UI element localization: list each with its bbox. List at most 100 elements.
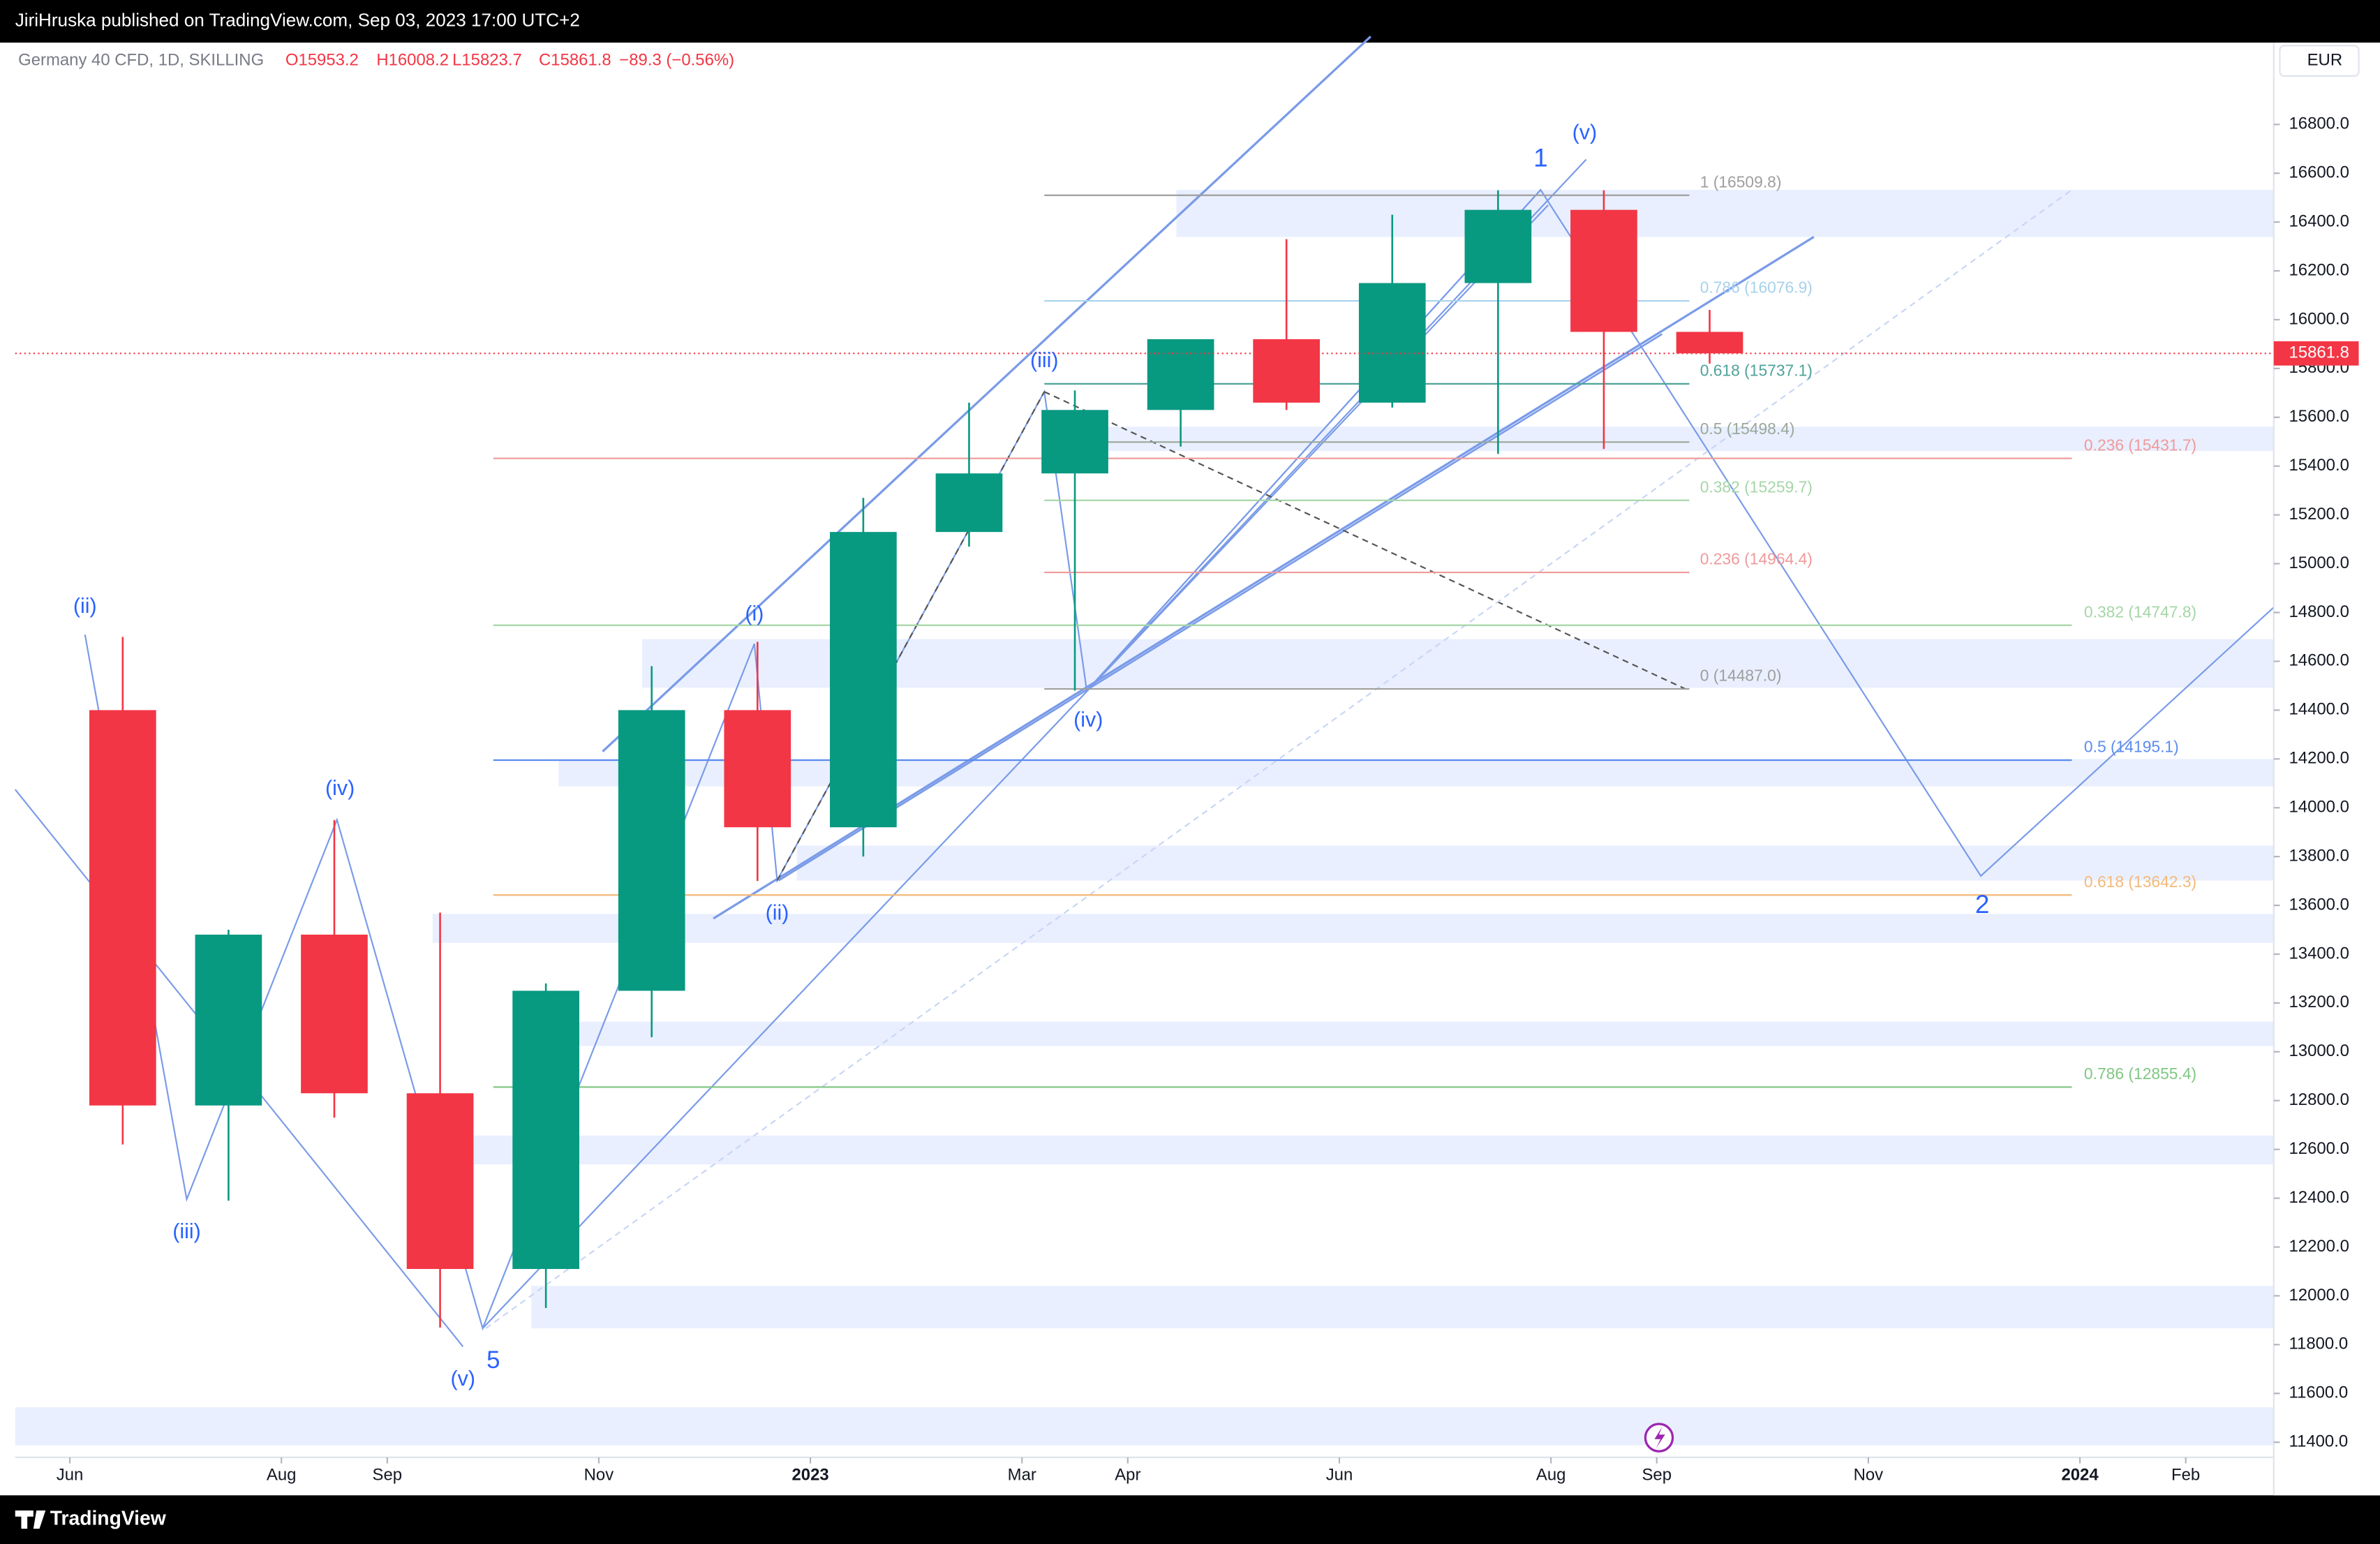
y-tick-label: 12200.0 bbox=[2289, 1237, 2349, 1256]
wave-label: (iv) bbox=[1073, 708, 1103, 732]
y-tick-label: 12000.0 bbox=[2289, 1286, 2349, 1305]
fib-label: 0.5 (14195.1) bbox=[2084, 738, 2179, 756]
zone bbox=[432, 914, 2274, 943]
fib-label: 0.5 (15498.4) bbox=[1700, 420, 1795, 438]
y-tick-label: 15400.0 bbox=[2289, 456, 2349, 475]
y-tick-label: 13400.0 bbox=[2289, 944, 2349, 963]
candle-body bbox=[1570, 209, 1637, 332]
channel-line bbox=[713, 236, 1815, 920]
ohlc-value: H16008.2 bbox=[376, 50, 449, 69]
dashed-line bbox=[485, 189, 2073, 1329]
x-tick-label: 2024 bbox=[2061, 1465, 2099, 1484]
zone bbox=[1176, 189, 2274, 237]
ohlc-header: O15953.2 H16008.2 L15823.7 C15861.8 −89.3 (−… bbox=[285, 50, 734, 69]
x-tick-label: Nov bbox=[584, 1465, 614, 1484]
x-tick-label: 2023 bbox=[792, 1465, 829, 1484]
x-tick-label: Aug bbox=[1536, 1465, 1566, 1484]
candle-body bbox=[1676, 332, 1743, 354]
y-tick-label: 12800.0 bbox=[2289, 1090, 2349, 1109]
zone bbox=[15, 1407, 2274, 1446]
x-tick-label: Apr bbox=[1115, 1465, 1140, 1484]
last-price-label: 15861.8 bbox=[2289, 343, 2349, 362]
zone bbox=[1108, 426, 2274, 452]
y-tick-label: 15600.0 bbox=[2289, 407, 2349, 426]
chart-area bbox=[0, 43, 2380, 1496]
x-tick-label: Sep bbox=[373, 1465, 403, 1484]
y-tick-label: 14800.0 bbox=[2289, 602, 2349, 621]
wave-label: (v) bbox=[451, 1367, 476, 1390]
currency: EUR bbox=[2307, 50, 2342, 69]
drawings bbox=[14, 36, 2275, 1347]
y-tick-label: 16400.0 bbox=[2289, 211, 2349, 230]
candle-body bbox=[1464, 209, 1532, 283]
y-tick-label: 14600.0 bbox=[2289, 651, 2349, 670]
candle-body bbox=[301, 935, 368, 1094]
zone bbox=[569, 1021, 2274, 1046]
x-tick-label: Feb bbox=[2171, 1465, 2200, 1484]
instrument-title: Germany 40 CFD, 1D, SKILLING bbox=[18, 50, 264, 69]
wave-label: (iii) bbox=[172, 1219, 201, 1243]
zone bbox=[531, 1286, 2274, 1329]
x-tick-label: Jun bbox=[1326, 1465, 1353, 1484]
candle-body bbox=[1041, 410, 1108, 474]
fib-label: 0.382 (15259.7) bbox=[1700, 477, 1813, 496]
y-tick-label: 14000.0 bbox=[2289, 798, 2349, 817]
fib-label: 0 (14487.0) bbox=[1700, 667, 1782, 685]
y-tick-label: 11400.0 bbox=[2289, 1432, 2349, 1451]
fib-label: 0.236 (14964.4) bbox=[1700, 550, 1813, 568]
candle-body bbox=[89, 710, 156, 1106]
plot: 0.236 (15431.7) 0.382 (14747.8) 0.5 (14195… bbox=[15, 121, 2274, 1390]
x-tick-label: Nov bbox=[1854, 1465, 1884, 1484]
ohlc-value: C15861.8 bbox=[539, 50, 611, 69]
x-tick-label: Aug bbox=[267, 1465, 297, 1484]
wave-label: (ii) bbox=[73, 594, 97, 618]
x-tick-label: Jun bbox=[57, 1465, 84, 1484]
candle-body bbox=[512, 990, 579, 1269]
fib-label: 0.786 (12855.4) bbox=[2084, 1064, 2196, 1083]
fib-label: 0.236 (15431.7) bbox=[2084, 436, 2196, 454]
x-tick-label: Mar bbox=[1008, 1465, 1036, 1484]
candle-body bbox=[618, 710, 685, 991]
y-tick-label: 16200.0 bbox=[2289, 260, 2349, 279]
y-tick-label: 12400.0 bbox=[2289, 1188, 2349, 1207]
y-tick-label: 11800.0 bbox=[2289, 1335, 2349, 1353]
wave-label: (ii) bbox=[766, 900, 789, 924]
candle-body bbox=[406, 1093, 474, 1269]
currency-box bbox=[2279, 45, 2360, 77]
candle-body bbox=[830, 532, 897, 828]
ohlc-value: L15823.7 bbox=[452, 50, 522, 69]
candle-body bbox=[1358, 283, 1426, 403]
candle-body bbox=[935, 473, 1003, 533]
wave-label: 1 bbox=[1533, 143, 1548, 172]
y-tick-label: 13000.0 bbox=[2289, 1041, 2349, 1060]
wave-label: (v) bbox=[1572, 121, 1598, 144]
channel-line bbox=[778, 333, 1663, 882]
price-axis bbox=[2273, 43, 2380, 1496]
candle-body bbox=[1253, 339, 1321, 403]
candle-body bbox=[195, 935, 262, 1106]
fib-label: 0.618 (13642.3) bbox=[2084, 873, 2196, 891]
y-tick-label: 13800.0 bbox=[2289, 846, 2349, 865]
fib-label: 0.786 (16076.9) bbox=[1700, 279, 1813, 297]
y-tick-label: 13600.0 bbox=[2289, 895, 2349, 914]
brand: TradingView bbox=[50, 1507, 167, 1529]
dashed-line bbox=[776, 391, 1046, 882]
fib-label: 0.618 (15737.1) bbox=[1700, 362, 1813, 380]
zone bbox=[796, 845, 2274, 881]
channel-line bbox=[602, 36, 1371, 752]
wave-label: (i) bbox=[745, 602, 764, 625]
last-price-box bbox=[2273, 341, 2359, 366]
candle-body bbox=[1147, 339, 1214, 410]
y-tick-label: 11600.0 bbox=[2289, 1383, 2349, 1402]
zone bbox=[641, 639, 2274, 688]
y-tick-label: 13200.0 bbox=[2289, 993, 2349, 1011]
y-tick-label: 14400.0 bbox=[2289, 700, 2349, 719]
wave-label: (iii) bbox=[1030, 348, 1059, 372]
ohlc-value: O15953.2 bbox=[285, 50, 359, 69]
zone bbox=[417, 1135, 2274, 1165]
brand-logo bbox=[15, 1510, 46, 1529]
event-icon-bolt bbox=[1654, 1427, 1665, 1448]
zone bbox=[558, 759, 2274, 787]
